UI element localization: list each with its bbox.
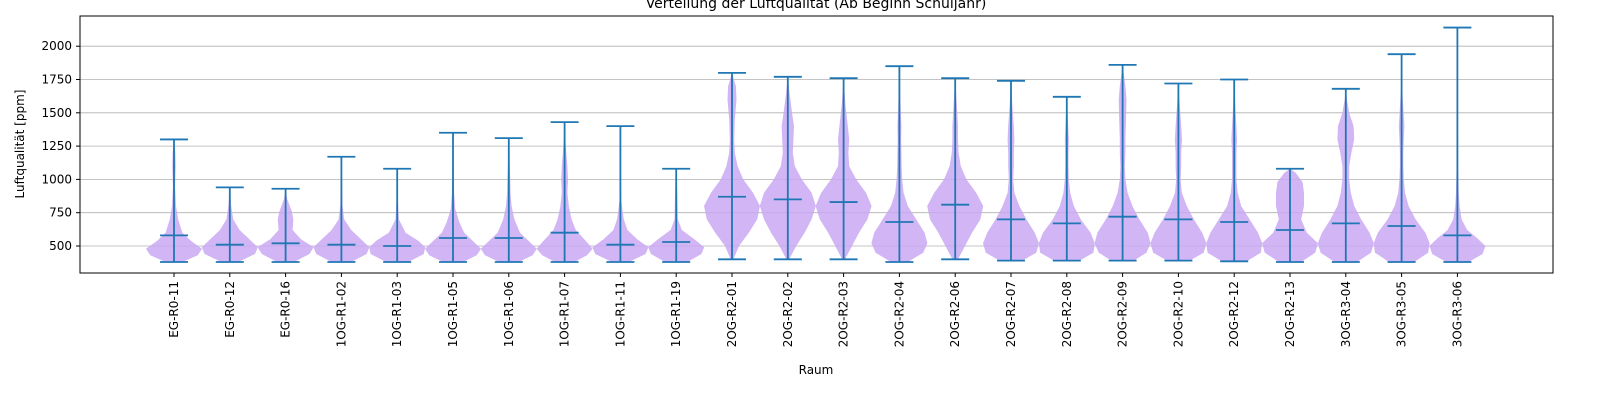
plot-frame [79,15,1554,274]
x-tick-label: 1OG-R1-11 [613,281,627,347]
x-tick-label: 2OG-R2-01 [725,281,739,347]
x-tick-label: EG-R0-11 [167,281,181,338]
chart-title: Verteilung der Luftqualität (Ab Beginn S… [646,0,987,12]
range-lines [160,26,1472,263]
x-tick-label: 2OG-R2-04 [892,281,906,347]
y-tick-label: 2000 [41,39,72,53]
y-axis-label: Luftqualität [ppm] [13,90,27,199]
x-tick-label: 2OG-R2-02 [781,281,795,347]
x-tick-label: 2OG-R2-12 [1227,281,1241,347]
x-tick-label: 1OG-R1-03 [390,281,404,347]
x-tick-label: 2OG-R2-06 [948,281,962,347]
x-tick-label: EG-R0-12 [223,281,237,338]
y-tick-label: 1250 [41,139,72,153]
x-tick-label: 1OG-R1-06 [502,281,516,347]
x-tick-label: 2OG-R2-03 [837,281,851,347]
y-tick-label: 1750 [41,73,72,87]
x-tick-label: 1OG-R1-02 [334,281,348,347]
violins [146,27,1486,263]
x-tick-label: 3OG-R3-04 [1339,281,1353,347]
x-tick-label: 1OG-R1-19 [669,281,683,347]
x-axis-label: Raum [799,363,834,377]
x-tick-label: 1OG-R1-05 [446,281,460,347]
x-tick-label: 2OG-R2-13 [1283,281,1297,347]
x-tick-label: 2OG-R2-08 [1060,281,1074,347]
x-tick-label: 2OG-R2-07 [1004,281,1018,347]
y-tick-label: 1000 [41,172,72,186]
y-tick-label: 1500 [41,106,72,120]
x-axis: EG-R0-11 EG-R0-12 EG-R0-16 1OG-R1-02 1OG-R1-… [167,273,1464,347]
x-tick-label: EG-R0-16 [279,281,293,338]
y-tick-label: 500 [49,239,72,253]
y-tick-label: 750 [49,206,72,220]
x-tick-label: 2OG-R2-09 [1116,281,1130,347]
x-tick-label: 2OG-R2-10 [1171,281,1185,347]
x-tick-label: 3OG-R3-05 [1395,281,1409,347]
gridlines [80,45,1553,247]
y-axis: 500 750 1000 1250 1500 1750 2000 [41,39,80,253]
x-tick-label: 3OG-R3-06 [1450,281,1464,347]
x-tick-label: 1OG-R1-07 [558,281,572,347]
